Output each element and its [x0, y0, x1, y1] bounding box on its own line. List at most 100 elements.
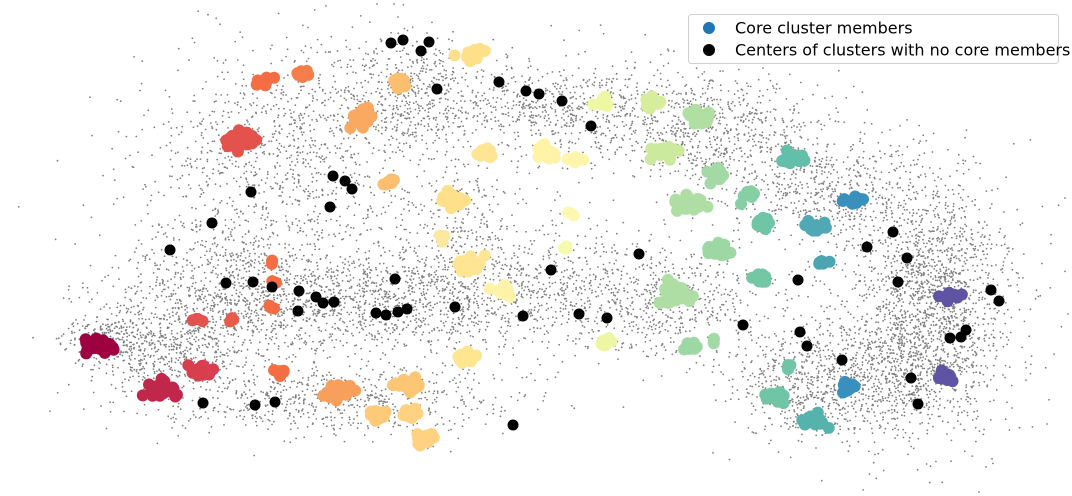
background-point — [673, 115, 675, 117]
background-point — [424, 92, 427, 94]
background-point — [220, 272, 223, 275]
background-point — [500, 318, 503, 321]
background-point — [486, 413, 489, 416]
background-point — [726, 260, 729, 263]
background-point — [628, 322, 631, 325]
background-point — [708, 315, 711, 318]
background-point — [481, 242, 483, 245]
background-point — [969, 403, 972, 405]
background-point — [117, 267, 120, 269]
background-point — [107, 331, 110, 334]
background-point — [189, 162, 192, 165]
background-point — [304, 332, 307, 334]
background-point — [339, 427, 341, 430]
background-point — [466, 213, 469, 216]
background-point — [917, 290, 920, 293]
background-point — [571, 290, 574, 293]
background-point — [862, 489, 865, 491]
background-point — [788, 380, 791, 382]
background-point — [723, 276, 725, 279]
background-point — [273, 342, 276, 345]
background-point — [755, 432, 757, 435]
background-point — [879, 288, 881, 291]
background-point — [829, 334, 831, 337]
background-point — [890, 292, 892, 295]
background-point — [719, 154, 722, 157]
background-point — [538, 304, 541, 307]
background-point — [914, 352, 917, 354]
background-point — [315, 283, 318, 286]
background-point — [982, 250, 985, 253]
background-point — [691, 162, 694, 165]
background-point — [287, 225, 290, 227]
background-point — [760, 119, 762, 121]
background-point — [495, 109, 497, 111]
background-point — [387, 205, 390, 207]
background-point — [882, 219, 885, 222]
background-point — [911, 272, 913, 274]
background-point — [582, 151, 584, 154]
background-point — [277, 315, 279, 317]
background-point — [120, 350, 122, 352]
background-point — [303, 190, 306, 193]
background-point — [852, 316, 855, 319]
background-point — [954, 262, 956, 264]
background-point — [961, 199, 964, 201]
background-point — [720, 294, 723, 296]
background-point — [918, 235, 921, 238]
background-point — [918, 231, 920, 234]
background-point — [632, 130, 635, 133]
background-point — [937, 408, 940, 410]
background-point — [515, 120, 517, 123]
background-point — [1003, 312, 1006, 315]
background-point — [864, 255, 867, 258]
background-point — [263, 268, 266, 270]
background-point — [928, 264, 931, 267]
background-point — [727, 130, 730, 133]
background-point — [391, 113, 394, 116]
background-point — [194, 295, 197, 298]
background-point — [917, 374, 919, 377]
background-point — [224, 254, 227, 257]
background-point — [887, 199, 890, 202]
background-point — [314, 393, 316, 396]
background-point — [626, 248, 628, 250]
background-point — [952, 203, 955, 205]
background-point — [917, 336, 919, 339]
background-point — [699, 96, 702, 98]
background-point — [274, 96, 276, 99]
background-point — [483, 299, 485, 302]
background-point — [909, 171, 912, 174]
background-point — [855, 284, 857, 286]
background-point — [790, 330, 793, 333]
background-point — [801, 354, 804, 357]
background-point — [392, 408, 395, 411]
background-point — [896, 402, 899, 405]
background-point — [845, 339, 848, 342]
background-point — [450, 333, 453, 335]
background-point — [265, 328, 268, 331]
background-point — [913, 191, 915, 194]
background-point — [797, 111, 800, 114]
background-point — [295, 186, 298, 188]
background-point — [717, 103, 720, 106]
background-point — [466, 237, 469, 240]
background-point — [779, 349, 781, 351]
background-point — [451, 237, 454, 240]
background-point — [716, 312, 719, 315]
background-point — [171, 427, 174, 429]
background-point — [837, 212, 840, 215]
background-point — [512, 354, 515, 356]
background-point — [507, 111, 510, 114]
background-point — [869, 343, 871, 346]
background-point — [314, 320, 317, 323]
background-point — [821, 170, 823, 172]
background-point — [784, 137, 787, 140]
background-point — [532, 101, 535, 103]
background-point — [227, 100, 230, 103]
background-point — [259, 416, 261, 418]
background-point — [157, 223, 160, 226]
background-point — [280, 88, 283, 91]
background-point — [415, 326, 418, 329]
background-point — [648, 299, 651, 302]
